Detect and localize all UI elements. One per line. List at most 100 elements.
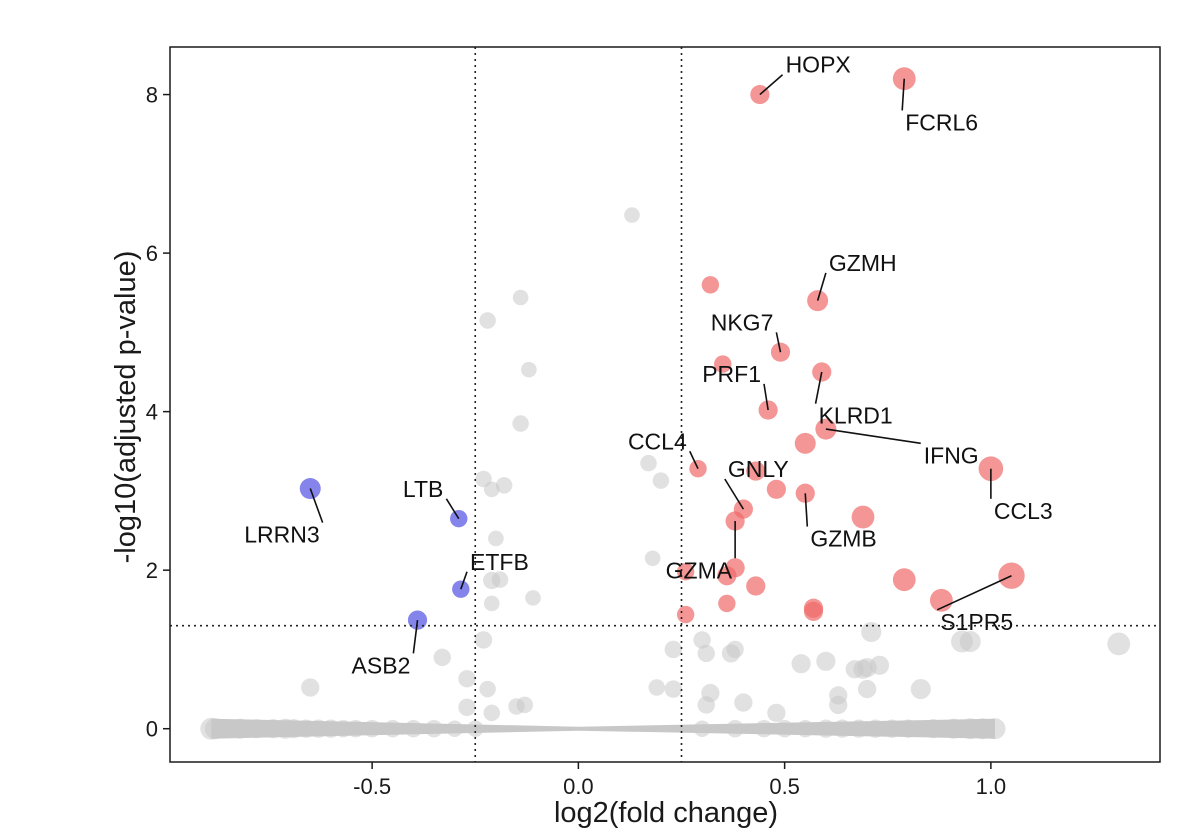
- baseline-point: [726, 720, 744, 738]
- x-tick-label: 1.0: [976, 774, 1007, 799]
- point-not-significant: [525, 590, 541, 606]
- baseline-point: [866, 719, 885, 738]
- baseline-point: [425, 720, 443, 738]
- baseline-point: [204, 718, 226, 740]
- baseline-point: [833, 719, 852, 738]
- label-leader-line: [445, 498, 460, 520]
- point-not-significant: [512, 289, 529, 306]
- label-leader-line: [775, 332, 782, 353]
- point-not-significant: [726, 640, 744, 659]
- baseline-point: [816, 719, 836, 738]
- baseline-point: [984, 718, 1006, 740]
- panel-border: [169, 46, 1161, 763]
- point-not-significant: [640, 454, 657, 472]
- point-not-significant: [734, 693, 753, 712]
- point-not-significant: [767, 703, 786, 723]
- point-upregulated: [701, 276, 720, 294]
- gene-label: GNLY: [728, 456, 789, 482]
- gene-label: ASB2: [352, 652, 411, 678]
- y-axis-title: -log10(adjusted p-value): [110, 251, 142, 564]
- point-not-significant: [652, 472, 670, 489]
- point-not-significant: [512, 415, 529, 432]
- point-not-significant: [697, 696, 715, 714]
- baseline-point: [346, 720, 365, 738]
- label-leader-line: [763, 383, 769, 411]
- gene-label: S1PR5: [940, 609, 1013, 635]
- point-upregulated: [718, 594, 736, 613]
- label-leader-line: [689, 450, 699, 470]
- gene-label: NKG7: [711, 309, 774, 335]
- baseline-point: [755, 720, 773, 738]
- gene-label: CCL3: [994, 498, 1053, 524]
- point-not-significant: [458, 670, 476, 688]
- point-not-significant: [483, 595, 500, 612]
- x-tick-label: 0.5: [769, 774, 800, 799]
- label-leader-line: [412, 620, 419, 654]
- baseline-point: [923, 719, 943, 739]
- point-not-significant: [474, 631, 493, 649]
- gene-label: PRF1: [702, 361, 761, 387]
- gene-label: LRRN3: [244, 522, 319, 548]
- gene-label: KLRD1: [819, 403, 893, 429]
- point-not-significant: [1107, 632, 1131, 656]
- point-upregulated: [766, 479, 786, 499]
- gene-label: LTB: [403, 476, 443, 502]
- gene-label: FCRL6: [905, 109, 978, 135]
- gene-label: CCL4: [628, 428, 687, 454]
- point-not-significant: [495, 477, 513, 494]
- baseline-point: [230, 718, 251, 739]
- label-leader-line: [825, 428, 921, 445]
- gene-labels: HOPX FCRL6 GZMH NKG7 PRF1 KLRD1 IFNG CCL4 GNLY CC…: [244, 52, 1052, 679]
- point-upregulated: [794, 432, 816, 454]
- baseline-point: [467, 720, 484, 737]
- baseline-point: [384, 720, 402, 738]
- point-not-significant: [488, 530, 504, 547]
- label-leader-line: [901, 78, 906, 111]
- point-not-significant: [479, 680, 496, 698]
- threshold-lines: [170, 47, 1160, 762]
- point-upregulated: [851, 505, 875, 529]
- point-not-significant: [491, 571, 509, 588]
- baseline-point: [899, 719, 918, 738]
- point-not-significant: [301, 678, 320, 697]
- point-not-significant: [624, 207, 640, 223]
- y-tick-label: 4: [146, 400, 158, 425]
- baseline-point: [446, 720, 463, 737]
- baseline-point: [943, 718, 964, 739]
- baseline-layer: [200, 717, 1006, 740]
- point-upregulated: [803, 601, 824, 621]
- gene-label: GZMH: [829, 250, 897, 276]
- point-not-significant: [433, 648, 451, 667]
- baseline-point: [247, 719, 267, 739]
- point-upregulated: [892, 568, 916, 592]
- point-upregulated: [676, 605, 695, 624]
- point-not-significant: [483, 704, 500, 722]
- point-not-significant: [693, 631, 711, 649]
- baseline-point: [321, 719, 341, 738]
- point-not-significant: [857, 679, 877, 699]
- baseline-point: [882, 719, 902, 738]
- point-not-significant: [869, 655, 890, 675]
- gene-label: GZMB: [810, 526, 876, 552]
- point-upregulated: [746, 576, 766, 596]
- x-tick-label: 0.0: [563, 774, 594, 799]
- point-not-significant: [791, 654, 811, 674]
- baseline-point: [796, 720, 814, 738]
- label-leader-line: [759, 74, 784, 96]
- baseline-point: [693, 720, 711, 737]
- point-not-significant: [483, 481, 500, 498]
- point-upregulated: [717, 566, 737, 586]
- point-not-significant: [664, 640, 682, 659]
- point-not-significant: [644, 550, 661, 567]
- point-not-significant: [861, 621, 882, 643]
- baseline-point: [404, 720, 423, 738]
- gene-label: IFNG: [924, 442, 979, 468]
- y-tick-label: 0: [146, 717, 158, 742]
- label-leader-line: [460, 571, 468, 590]
- point-not-significant: [829, 695, 848, 715]
- point-upregulated: [746, 461, 766, 481]
- point-not-significant: [648, 679, 665, 696]
- point-not-significant: [664, 680, 682, 698]
- gene-label: GZMA: [666, 557, 733, 583]
